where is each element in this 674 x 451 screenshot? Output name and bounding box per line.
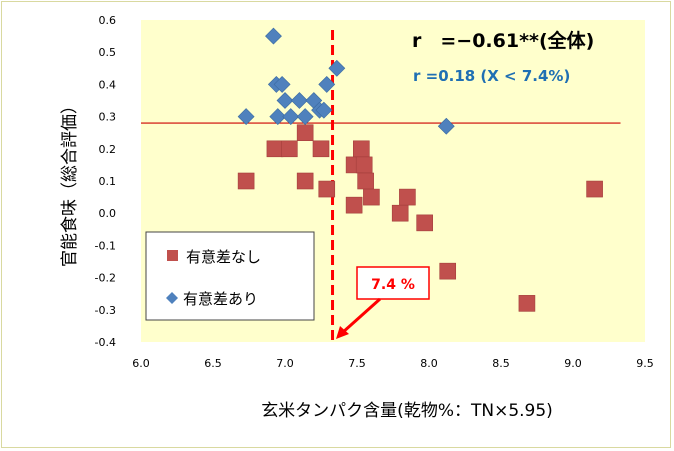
legend-marker-diamond xyxy=(166,292,178,304)
x-tick-label: 7.0 xyxy=(276,357,294,370)
annotations: r =−0.61**(全体) r =0.18 (X < 7.4%) 7.4 % xyxy=(336,29,594,339)
data-point-square xyxy=(363,188,380,206)
data-point-square xyxy=(312,140,330,158)
data-point-diamond xyxy=(282,108,300,126)
data-point-diamond xyxy=(265,27,282,45)
data-point-square xyxy=(416,214,433,232)
data-point-square xyxy=(296,124,314,141)
x-tick-label: 8.0 xyxy=(420,357,438,370)
y-tick-label: -0.1 xyxy=(95,239,116,252)
data-points xyxy=(237,27,603,312)
vline-arrow xyxy=(340,297,382,335)
data-point-diamond xyxy=(276,92,294,109)
data-point-diamond xyxy=(269,108,287,126)
r-overall-annotation: r =−0.61**(全体) xyxy=(412,29,594,52)
data-point-square xyxy=(355,156,373,174)
legend: 有意差なし 有意差あり xyxy=(145,231,315,321)
y-tick-label: -0.4 xyxy=(95,336,116,349)
data-point-square xyxy=(353,140,370,158)
y-tick-label: 0.5 xyxy=(99,46,117,59)
data-point-square xyxy=(518,295,536,312)
data-point-square xyxy=(237,172,255,190)
x-tick-label: 9.0 xyxy=(564,357,582,370)
data-point-square xyxy=(439,262,457,280)
legend-box xyxy=(145,231,315,321)
data-point-diamond xyxy=(315,101,333,119)
data-point-square xyxy=(318,180,336,198)
x-tick-label: 7.5 xyxy=(348,357,366,370)
data-point-diamond xyxy=(296,108,314,126)
vline-label: 7.4 % xyxy=(371,277,415,293)
legend-marker-square xyxy=(167,250,178,261)
data-point-diamond xyxy=(437,117,455,135)
x-tick-labels: 6.0 6.5 7.0 7.5 8.0 8.5 9.0 9.5 xyxy=(132,357,654,370)
data-point-square xyxy=(586,180,603,198)
x-tick-label: 6.5 xyxy=(204,357,222,370)
data-point-square xyxy=(266,140,284,158)
x-axis-label: 玄米タンパク含量(乾物%：TN×5.95) xyxy=(261,401,553,421)
y-tick-label: 0.1 xyxy=(99,175,117,188)
y-tick-labels: -0.4 -0.3 -0.2 -0.1 0.0 0.1 0.2 0.3 0.4 0.5 0.6 xyxy=(95,14,116,349)
data-point-square xyxy=(296,172,314,190)
data-point-square xyxy=(399,188,416,206)
x-tick-label: 6.0 xyxy=(132,357,150,370)
y-tick-label: 0.3 xyxy=(99,111,117,124)
data-point-square xyxy=(281,140,298,158)
x-tick-label: 8.5 xyxy=(492,357,510,370)
legend-label-significant-difference: 有意差あり xyxy=(183,290,258,308)
data-point-diamond xyxy=(328,59,346,77)
vline-arrow-head xyxy=(336,326,349,339)
y-tick-label: 0.2 xyxy=(99,143,117,156)
vline-label-box xyxy=(356,266,430,300)
data-point-square xyxy=(357,172,374,190)
x-tick-label: 9.5 xyxy=(636,357,654,370)
y-tick-label: 0.4 xyxy=(99,78,117,91)
data-point-diamond xyxy=(290,92,308,109)
data-point-square xyxy=(345,196,363,214)
data-point-diamond xyxy=(318,75,336,93)
y-tick-label: -0.3 xyxy=(95,304,116,317)
data-point-diamond xyxy=(237,108,255,126)
data-point-diamond xyxy=(273,75,291,93)
y-tick-label: 0.0 xyxy=(99,207,117,220)
r-subset-annotation: r =0.18 (X < 7.4%) xyxy=(413,67,570,85)
y-axis-label: 官能食味（総合評価） xyxy=(60,97,80,267)
y-tick-label: -0.2 xyxy=(95,272,116,285)
legend-label-no-difference: 有意差なし xyxy=(186,248,261,266)
data-point-square xyxy=(391,204,409,222)
y-tick-label: 0.6 xyxy=(99,14,117,27)
